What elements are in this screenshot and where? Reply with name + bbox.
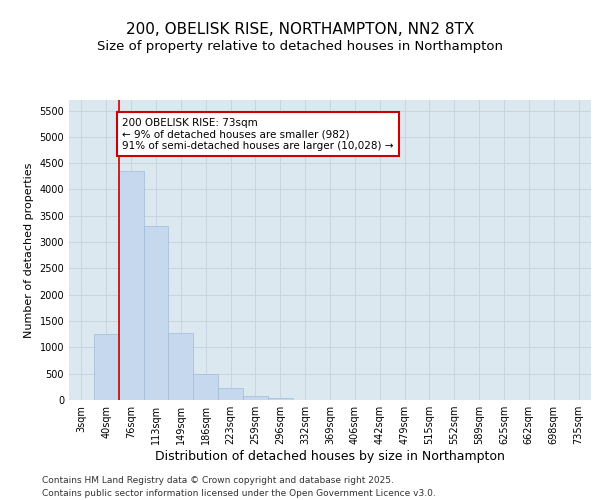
Bar — [268, 398, 293, 400]
Text: 200 OBELISK RISE: 73sqm
← 9% of detached houses are smaller (982)
91% of semi-de: 200 OBELISK RISE: 73sqm ← 9% of detached… — [122, 118, 394, 151]
Text: Contains HM Land Registry data © Crown copyright and database right 2025.: Contains HM Land Registry data © Crown c… — [42, 476, 394, 485]
X-axis label: Distribution of detached houses by size in Northampton: Distribution of detached houses by size … — [155, 450, 505, 463]
Text: Size of property relative to detached houses in Northampton: Size of property relative to detached ho… — [97, 40, 503, 53]
Text: 200, OBELISK RISE, NORTHAMPTON, NN2 8TX: 200, OBELISK RISE, NORTHAMPTON, NN2 8TX — [126, 22, 474, 38]
Bar — [243, 396, 268, 400]
Y-axis label: Number of detached properties: Number of detached properties — [24, 162, 34, 338]
Bar — [169, 333, 193, 400]
Bar — [94, 334, 119, 400]
Bar — [119, 171, 143, 400]
Bar — [193, 374, 218, 400]
Bar — [218, 388, 243, 400]
Text: Contains public sector information licensed under the Open Government Licence v3: Contains public sector information licen… — [42, 489, 436, 498]
Bar — [143, 226, 169, 400]
